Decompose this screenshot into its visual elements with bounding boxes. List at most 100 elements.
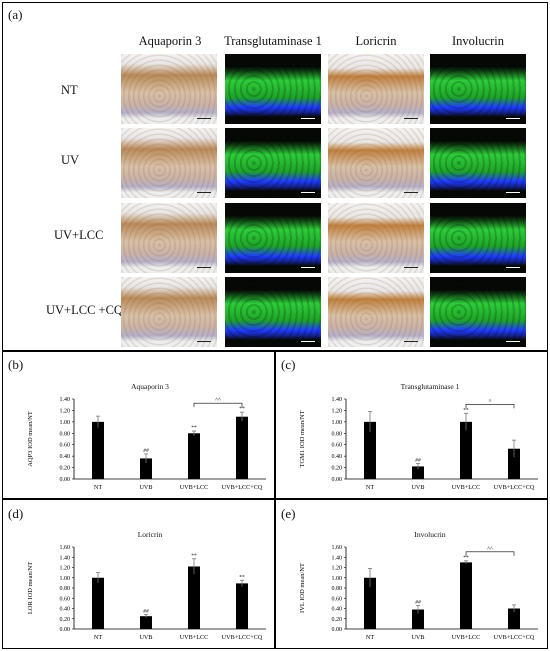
ihc-texture: [121, 54, 217, 124]
micrograph-involucrin-uv: [430, 128, 526, 198]
panel-d-label: (d): [8, 506, 24, 521]
ihc-texture: [121, 203, 217, 273]
y-tick-label: 1.40: [60, 397, 71, 403]
bar: [236, 583, 248, 629]
bar: [460, 562, 472, 629]
y-tick-label: 0.00: [60, 477, 71, 483]
y-tick-label: 0.20: [60, 617, 71, 623]
chart-c-transglutaminase1: TGM1 IOD mean/NT 0.00 0.20 0.40 0.60 0.80 1.00…: [299, 397, 538, 491]
significance-mark: **: [239, 574, 245, 580]
scale-bar: [506, 267, 520, 268]
y-tick-label: 1.00: [332, 420, 343, 426]
micrograph-transglutaminase1-uv-lcc: [225, 203, 321, 273]
bar: [188, 566, 200, 629]
x-tick-label: UVB: [411, 484, 424, 491]
row-label-uv-lcc-cq: UV+LCC +CQ: [46, 303, 123, 317]
y-tick-label: 1.60: [60, 545, 71, 551]
scale-bar: [301, 118, 315, 119]
micrograph-transglutaminase1-nt: [225, 54, 321, 124]
y-tick-label: 1.40: [332, 555, 343, 561]
y-tick-label: 0.80: [60, 586, 71, 592]
y-tick-label: 1.40: [60, 555, 71, 561]
y-axis-label: IVL IOD mean/NT: [299, 563, 306, 613]
fluorescence-texture: [430, 203, 526, 273]
y-tick-label: 1.00: [60, 420, 71, 426]
scale-bar: [301, 267, 315, 268]
panel-d-frame: [2, 499, 275, 649]
chart-b-aquaporin3: AQP3 IOD mean/NT 0.00 0.20 0.40 0.60 0.80 1.00…: [27, 397, 266, 491]
micrograph-loricrin-uv-lcc: [328, 203, 424, 273]
bracket-label: ^: [489, 399, 492, 405]
y-tick-label: 0.80: [60, 431, 71, 437]
x-tick-label: NT: [366, 484, 374, 491]
y-tick-label: 1.00: [332, 576, 343, 582]
scale-bar: [404, 118, 418, 119]
ihc-texture: [121, 277, 217, 347]
micrograph-transglutaminase1-uv: [225, 128, 321, 198]
comparison-bracket: [193, 402, 243, 408]
chart-d-title: Loricrin: [137, 530, 163, 539]
y-tick-label: 0.40: [332, 607, 343, 613]
panel-e-frame: [275, 499, 548, 649]
chart-d-loricrin: LOR IOD mean/NT 0.00 0.20 0.40 0.60 0.80 1.00 1…: [27, 545, 266, 641]
x-tick-label: NT: [94, 484, 102, 491]
row-label-uv-lcc: UV+LCC: [54, 228, 104, 242]
column-header-loricrin: Loricrin: [355, 34, 397, 48]
micrograph-aquaporin3-uv: [121, 128, 217, 198]
significance-mark: **: [191, 553, 197, 559]
ihc-texture: [328, 128, 424, 198]
micrograph-loricrin-uv-lcc-cq: [328, 277, 424, 347]
significance-mark: ##: [415, 599, 421, 605]
fluorescence-texture: [225, 203, 321, 273]
fluorescence-texture: [225, 54, 321, 124]
x-tick-label: UVB+LCC+CQ: [222, 484, 263, 491]
y-tick-label: 1.60: [332, 545, 343, 551]
y-tick-label: 0.20: [332, 617, 343, 623]
significance-mark: **: [239, 406, 245, 412]
ihc-texture: [328, 54, 424, 124]
y-tick-label: 0.60: [332, 443, 343, 449]
fluorescence-texture: [430, 54, 526, 124]
x-tick-label: UVB+LCC: [452, 484, 481, 491]
micrograph-aquaporin3-uv-lcc-cq: [121, 277, 217, 347]
y-axis-label: AQP3 IOD mean/NT: [27, 411, 34, 467]
fluorescence-texture: [225, 128, 321, 198]
x-tick-label: UVB: [139, 634, 152, 641]
bar: [92, 421, 104, 479]
panel-e-label: (e): [281, 506, 296, 521]
bar: [364, 577, 376, 629]
y-tick-label: 1.40: [332, 397, 343, 403]
y-tick-label: 1.00: [60, 576, 71, 582]
significance-mark: ##: [143, 448, 149, 454]
bar: [364, 421, 376, 479]
bracket-label: ^^: [215, 398, 221, 404]
significance-mark: ##: [143, 609, 149, 615]
bar: [140, 616, 152, 629]
column-header-transglutaminase1: Transglutaminase 1: [224, 34, 322, 48]
bar: [236, 416, 248, 479]
scale-bar: [404, 267, 418, 268]
y-axis-label: TGM1 IOD mean/NT: [299, 410, 306, 467]
fluorescence-texture: [430, 128, 526, 198]
y-axis-label: LOR IOD mean/NT: [27, 562, 34, 614]
row-label-nt: NT: [61, 83, 78, 97]
column-header-involucrin: Involucrin: [451, 34, 505, 48]
chart-b-title: Aquaporin 3: [131, 382, 169, 391]
row-label-uv: UV: [61, 153, 80, 167]
bar: [412, 609, 424, 629]
fluorescence-texture: [225, 277, 321, 347]
y-tick-label: 0.80: [332, 586, 343, 592]
x-tick-label: UVB+LCC: [180, 634, 209, 641]
y-tick-label: 0.40: [332, 454, 343, 460]
y-tick-label: 0.20: [60, 466, 71, 472]
scale-bar: [197, 341, 211, 342]
bar: [508, 608, 520, 629]
bar: [412, 466, 424, 479]
micrograph-aquaporin3-uv-lcc: [121, 203, 217, 273]
bar: [188, 433, 200, 479]
x-tick-label: UVB: [411, 634, 424, 641]
scale-bar: [404, 192, 418, 193]
micrograph-loricrin-nt: [328, 54, 424, 124]
y-tick-label: 1.20: [332, 408, 343, 414]
micrograph-transglutaminase1-uv-lcc-cq: [225, 277, 321, 347]
